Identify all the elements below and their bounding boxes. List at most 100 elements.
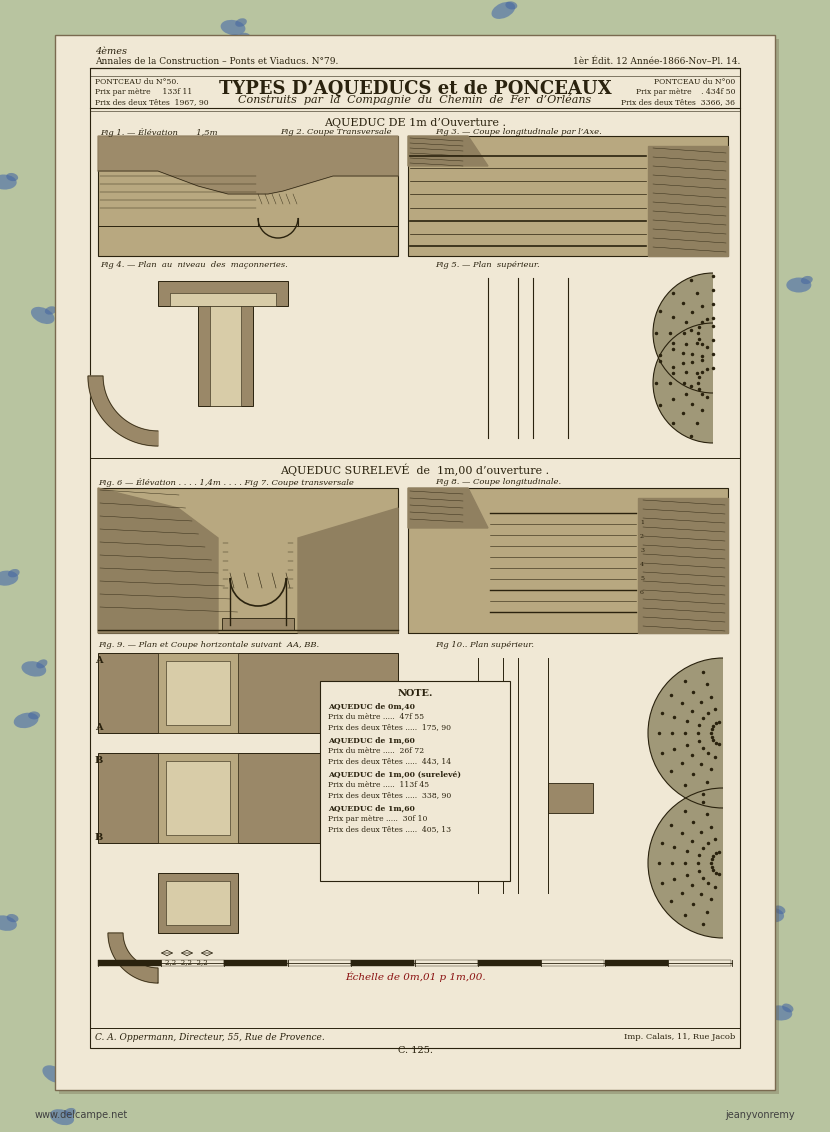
Ellipse shape: [545, 855, 570, 871]
Text: Prix des deux Têtes .....  175, 90: Prix des deux Têtes ..... 175, 90: [328, 723, 451, 731]
Ellipse shape: [535, 86, 547, 95]
Ellipse shape: [293, 709, 318, 723]
Ellipse shape: [562, 429, 585, 446]
Wedge shape: [648, 788, 723, 938]
Ellipse shape: [257, 838, 282, 852]
Text: AQUEDUC de 1m,60: AQUEDUC de 1m,60: [328, 737, 415, 745]
Ellipse shape: [88, 374, 111, 391]
Text: TYPES D’AQUEDUCS et de PONCEAUX: TYPES D’AQUEDUCS et de PONCEAUX: [218, 80, 612, 98]
Ellipse shape: [655, 203, 679, 220]
Ellipse shape: [203, 743, 227, 757]
Bar: [668, 960, 731, 966]
Ellipse shape: [491, 2, 515, 19]
Text: Prix des deux Têtes  1967, 90: Prix des deux Têtes 1967, 90: [95, 98, 208, 106]
Text: AQUEDUC DE 1m d’Ouverture .: AQUEDUC DE 1m d’Ouverture .: [324, 118, 506, 128]
Bar: [98, 488, 398, 633]
Ellipse shape: [64, 1108, 76, 1116]
Ellipse shape: [22, 661, 46, 677]
Text: 4: 4: [640, 561, 644, 567]
Text: C. 125.: C. 125.: [398, 1046, 432, 1055]
Ellipse shape: [719, 696, 730, 705]
Bar: [351, 960, 414, 966]
Ellipse shape: [8, 569, 20, 577]
Text: Prix par mètre .....  30f 10: Prix par mètre ..... 30f 10: [328, 815, 427, 823]
Ellipse shape: [739, 525, 750, 533]
Bar: [98, 273, 398, 443]
Ellipse shape: [299, 1069, 323, 1084]
Ellipse shape: [442, 200, 466, 218]
Ellipse shape: [422, 475, 446, 492]
Ellipse shape: [50, 1109, 74, 1125]
Bar: [59, 38, 779, 1094]
Text: Fig 4. — Plan  au  niveau  des  maçonneries.: Fig 4. — Plan au niveau des maçonneries.: [100, 261, 288, 269]
Bar: [158, 753, 238, 843]
Bar: [166, 881, 230, 925]
Ellipse shape: [725, 526, 749, 543]
Bar: [224, 960, 287, 966]
Ellipse shape: [240, 586, 265, 601]
Ellipse shape: [325, 298, 336, 307]
Bar: [98, 653, 398, 734]
Text: Annales de la Construction – Ponts et Viaducs. N°79.: Annales de la Construction – Ponts et Vi…: [95, 57, 339, 66]
Ellipse shape: [481, 548, 493, 557]
Ellipse shape: [37, 659, 47, 668]
Ellipse shape: [755, 273, 767, 282]
Ellipse shape: [7, 914, 18, 923]
Ellipse shape: [222, 606, 245, 623]
Polygon shape: [298, 508, 398, 633]
Ellipse shape: [658, 1006, 682, 1022]
Polygon shape: [98, 488, 218, 633]
Ellipse shape: [627, 76, 652, 92]
Ellipse shape: [224, 34, 249, 50]
Ellipse shape: [560, 854, 572, 861]
Ellipse shape: [505, 1, 517, 9]
Ellipse shape: [177, 475, 201, 491]
Ellipse shape: [786, 277, 812, 292]
Ellipse shape: [619, 627, 643, 643]
Ellipse shape: [728, 706, 753, 722]
Ellipse shape: [436, 474, 447, 483]
Ellipse shape: [222, 267, 234, 275]
Ellipse shape: [307, 706, 320, 714]
Bar: [548, 783, 593, 813]
Polygon shape: [408, 488, 488, 528]
Ellipse shape: [759, 907, 784, 923]
Text: Fig 2. Coupe Transversale: Fig 2. Coupe Transversale: [280, 128, 392, 136]
Text: NOTE.: NOTE.: [398, 689, 432, 698]
Text: AQUEDUC de 0m,40: AQUEDUC de 0m,40: [328, 703, 415, 711]
Ellipse shape: [605, 1006, 617, 1014]
Polygon shape: [648, 146, 728, 256]
Bar: [605, 960, 668, 966]
Ellipse shape: [774, 906, 785, 915]
Ellipse shape: [216, 738, 228, 746]
Ellipse shape: [380, 880, 393, 887]
Ellipse shape: [217, 741, 229, 749]
Bar: [158, 873, 238, 933]
Bar: [98, 960, 161, 966]
Ellipse shape: [501, 792, 513, 801]
Text: Construits  par  la  Compagnie  du  Chemin  de  Fer  d’Orléans: Construits par la Compagnie du Chemin de…: [238, 94, 592, 105]
Ellipse shape: [14, 713, 38, 728]
Ellipse shape: [693, 231, 705, 240]
Text: Prix par mètre    . 434f 50: Prix par mètre . 434f 50: [636, 88, 735, 96]
Text: Prix par mètre     133f 11: Prix par mètre 133f 11: [95, 88, 193, 96]
Polygon shape: [108, 933, 158, 983]
Text: Fig. 9. — Plan et Coupe horizontale suivant  AA, BB.: Fig. 9. — Plan et Coupe horizontale suiv…: [98, 641, 319, 649]
Ellipse shape: [510, 149, 522, 157]
Text: 1èr Édit. 12 Année-1866-Nov–Pl. 14.: 1èr Édit. 12 Année-1866-Nov–Pl. 14.: [573, 57, 740, 66]
Ellipse shape: [61, 213, 85, 231]
Text: 5: 5: [640, 576, 644, 581]
Text: Fig 10.. Plan supérieur.: Fig 10.. Plan supérieur.: [435, 641, 534, 649]
Ellipse shape: [669, 203, 681, 211]
Ellipse shape: [456, 200, 467, 208]
Ellipse shape: [672, 1005, 684, 1014]
Text: Prix des deux Têtes .....  405, 13: Prix des deux Têtes ..... 405, 13: [328, 825, 452, 833]
Ellipse shape: [271, 120, 295, 137]
Text: Fig. 6 — Élévation . . . . 1,4m . . . . Fig 7. Coupe transversale: Fig. 6 — Élévation . . . . 1,4m . . . . …: [98, 478, 354, 487]
Ellipse shape: [633, 626, 646, 634]
Ellipse shape: [28, 711, 40, 720]
Ellipse shape: [236, 606, 247, 614]
Ellipse shape: [418, 788, 443, 804]
Text: Prix du mètre .....  113f 45: Prix du mètre ..... 113f 45: [328, 781, 429, 789]
Ellipse shape: [576, 428, 588, 437]
